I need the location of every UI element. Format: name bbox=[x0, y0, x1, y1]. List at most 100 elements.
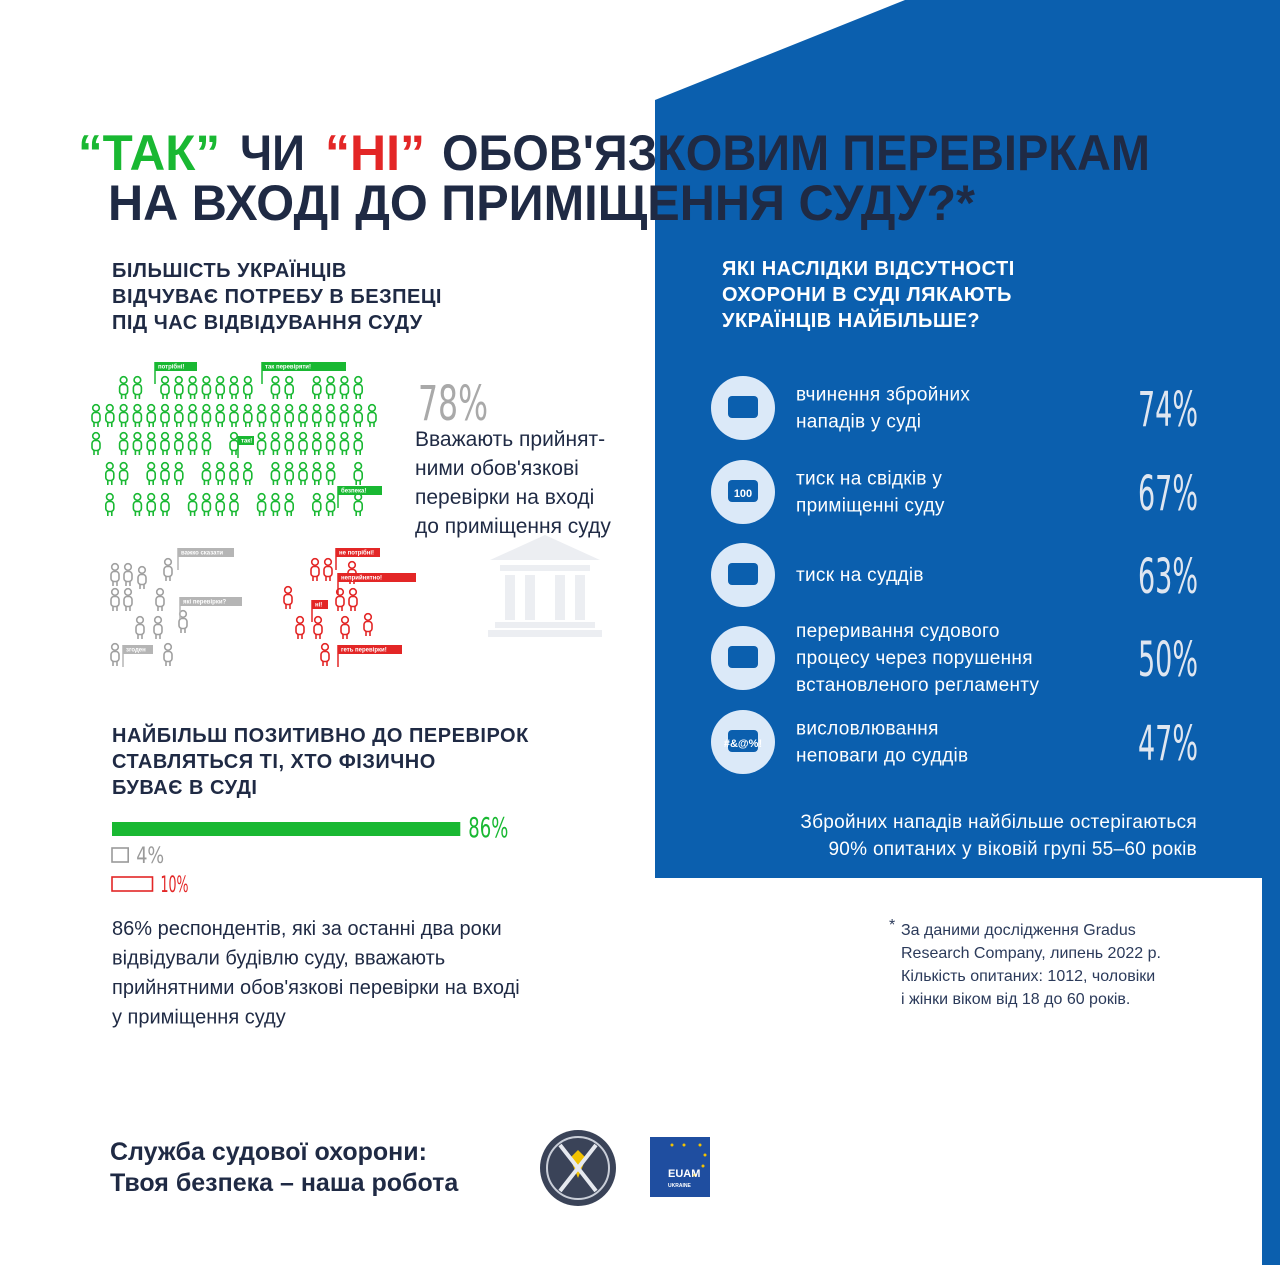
text: 47% bbox=[1138, 716, 1198, 772]
person-body bbox=[174, 411, 184, 424]
bar bbox=[111, 876, 154, 892]
person-head bbox=[119, 403, 128, 413]
person-body bbox=[325, 411, 336, 424]
person-legs bbox=[134, 450, 141, 455]
person-legs bbox=[120, 394, 127, 399]
text: так! bbox=[241, 439, 252, 445]
person-head bbox=[110, 642, 120, 652]
person-legs bbox=[245, 422, 251, 427]
person-head bbox=[326, 461, 335, 471]
person-legs bbox=[120, 450, 127, 455]
person-body bbox=[284, 469, 295, 482]
person-icon bbox=[320, 642, 330, 666]
person-body bbox=[174, 439, 184, 452]
person-body bbox=[178, 617, 188, 630]
text: у приміщення суду bbox=[112, 1007, 286, 1029]
person-body bbox=[91, 411, 101, 424]
person-icon bbox=[201, 431, 212, 455]
person-icon bbox=[123, 562, 133, 586]
person-body bbox=[353, 411, 364, 424]
person-head bbox=[202, 431, 211, 441]
person-legs bbox=[341, 450, 348, 455]
person-icon bbox=[339, 431, 350, 455]
person-icon bbox=[146, 492, 156, 516]
person-legs bbox=[355, 422, 361, 427]
person-head bbox=[188, 492, 197, 502]
person-head bbox=[257, 431, 266, 441]
person-legs bbox=[231, 422, 237, 427]
person-head bbox=[188, 431, 197, 441]
text: 86% bbox=[468, 811, 508, 844]
flag bbox=[338, 486, 382, 495]
person-body bbox=[110, 570, 120, 583]
person-legs bbox=[342, 634, 348, 639]
person-body bbox=[298, 439, 308, 452]
person-icon bbox=[256, 492, 267, 516]
text: висловлювання bbox=[796, 719, 939, 740]
text: 78% bbox=[418, 376, 488, 432]
text: неприйнятно! bbox=[341, 575, 382, 582]
text: неповаги до суддів bbox=[796, 746, 968, 767]
person-legs bbox=[189, 511, 196, 516]
person-icon bbox=[325, 461, 336, 485]
person-body bbox=[215, 383, 225, 396]
person-body bbox=[284, 500, 295, 513]
person-body bbox=[325, 500, 336, 513]
text: геть перевірки! bbox=[341, 648, 387, 654]
person-legs bbox=[125, 581, 131, 586]
person-icon bbox=[229, 492, 239, 516]
person-head bbox=[340, 615, 350, 625]
person-body bbox=[353, 500, 364, 513]
person-icon bbox=[105, 403, 115, 427]
person-legs bbox=[286, 394, 292, 399]
text: 74% bbox=[1138, 382, 1198, 438]
person-legs bbox=[245, 394, 251, 399]
person-body bbox=[135, 623, 145, 636]
person-legs bbox=[300, 422, 306, 427]
person-legs bbox=[312, 576, 318, 581]
person-body bbox=[311, 469, 322, 482]
person-head bbox=[163, 642, 173, 652]
person-legs bbox=[134, 511, 141, 516]
text: ВІДЧУВАЄ ПОТРЕБУ В БЕЗПЕЦІ bbox=[112, 286, 442, 308]
person-legs bbox=[350, 606, 356, 611]
icon-shape bbox=[728, 730, 758, 752]
text: UKRAINE bbox=[668, 1183, 691, 1189]
person-body bbox=[325, 439, 336, 452]
person-head bbox=[271, 375, 280, 385]
person-head bbox=[320, 642, 330, 652]
text: приміщенні суду bbox=[796, 496, 945, 517]
person-icon bbox=[118, 403, 129, 427]
person-icon bbox=[229, 461, 239, 485]
person-icon bbox=[174, 461, 184, 485]
person-body bbox=[105, 500, 115, 513]
text: Збройних нападів найбільше остерігаються bbox=[800, 812, 1197, 833]
person-legs bbox=[272, 422, 279, 427]
person-legs bbox=[322, 661, 328, 666]
person-icon bbox=[118, 431, 129, 455]
person-icon bbox=[229, 403, 239, 427]
person-body bbox=[270, 411, 281, 424]
person-head bbox=[216, 403, 225, 413]
person-body bbox=[174, 469, 184, 482]
person-icon bbox=[174, 403, 184, 427]
person-legs bbox=[327, 450, 334, 455]
text: прийнятними обов'язкові перевірки на вхо… bbox=[112, 977, 520, 999]
person-legs bbox=[162, 394, 168, 399]
person-icon bbox=[160, 375, 170, 399]
person-body bbox=[363, 620, 373, 633]
person-icon bbox=[340, 615, 350, 639]
person-body bbox=[132, 500, 143, 513]
person-icon bbox=[353, 403, 364, 427]
person-icon bbox=[110, 642, 120, 666]
person-body bbox=[310, 565, 320, 578]
person-icon bbox=[160, 461, 170, 485]
person-legs bbox=[231, 394, 237, 399]
text: тиск на суддів bbox=[796, 565, 924, 586]
person-legs bbox=[148, 480, 154, 485]
person-head bbox=[202, 492, 211, 502]
person-legs bbox=[112, 661, 118, 666]
person-head bbox=[174, 431, 183, 441]
person-head bbox=[160, 492, 170, 502]
text: ними обов'язкові bbox=[415, 457, 579, 480]
